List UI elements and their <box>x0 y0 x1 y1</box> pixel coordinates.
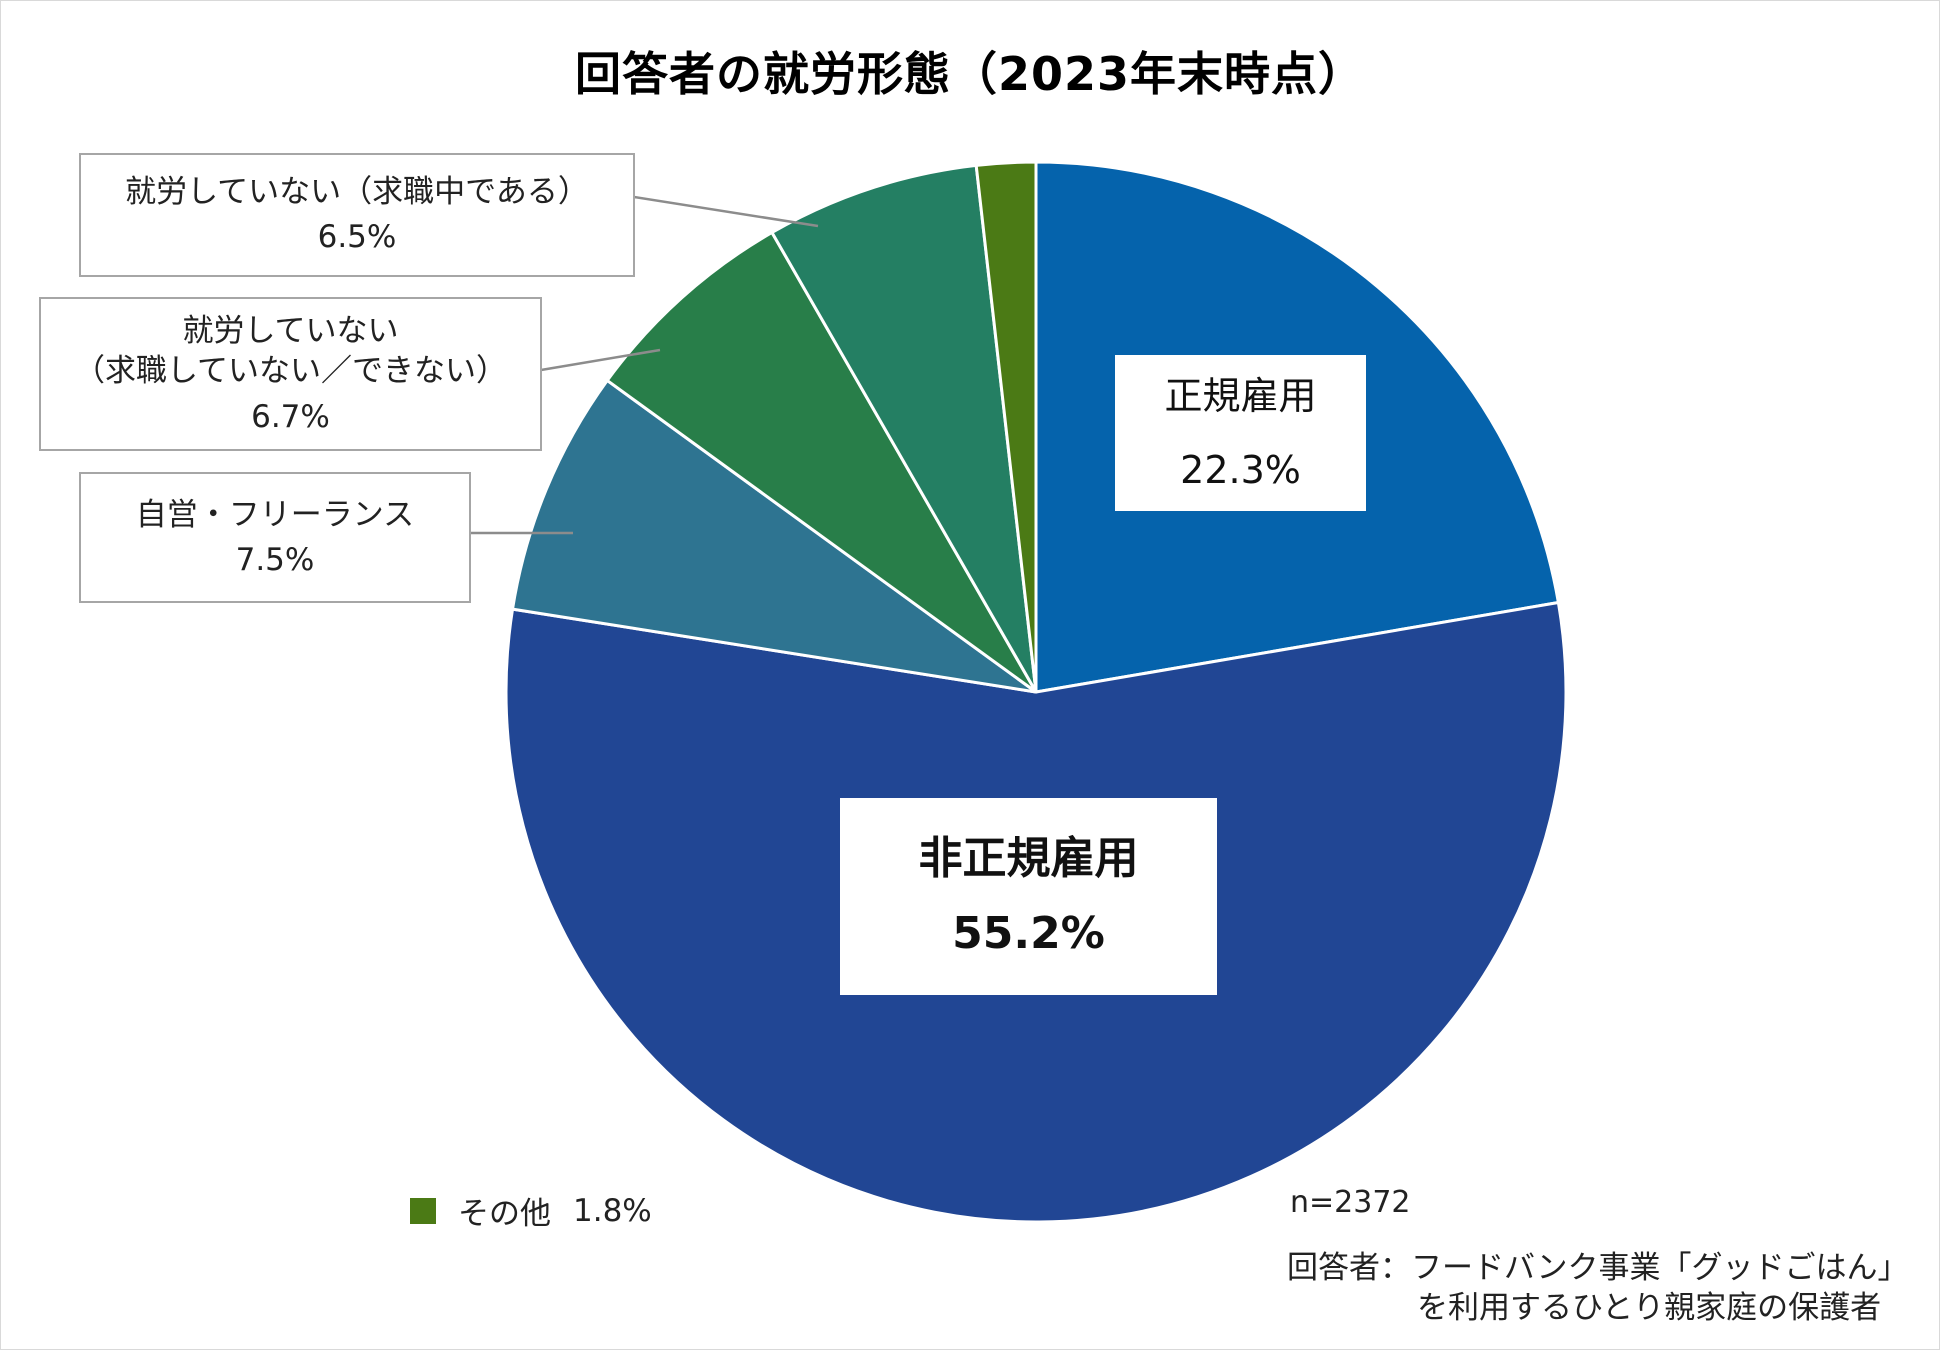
respondent-note: 回答者：フードバンク事業「グッドごはん」 を利用するひとり親家庭の保護者 <box>1287 1248 1909 1329</box>
label-not-seeking-line2: （求職していない／できない） <box>73 352 508 389</box>
leader-line-not-seeking <box>540 348 661 372</box>
respondent-line2: を利用するひとり親家庭の保護者 <box>1417 1290 1882 1327</box>
label-not-seeking-pct: 6.7% <box>251 399 330 436</box>
sample-size: n=2372 <box>1290 1185 1411 1220</box>
pie-slice <box>974 160 1038 694</box>
pie-slice <box>511 378 1038 694</box>
label-nonregular-employment: 非正規雇用 55.2% <box>840 798 1217 995</box>
pie-slice <box>770 163 1038 694</box>
label-nonregular-pct: 55.2% <box>952 907 1105 959</box>
label-regular-pct: 22.3% <box>1180 448 1301 492</box>
pie-slice <box>605 230 1038 694</box>
legend-swatch-icon <box>410 1197 436 1224</box>
label-seeking-pct: 6.5% <box>317 219 397 255</box>
legend-other-pct: 1.8% <box>573 1192 652 1229</box>
label-self-name: 自営・フリーランス <box>135 496 415 533</box>
leader-line-seeking <box>633 195 819 228</box>
label-regular-employment: 正規雇用 22.3% <box>1115 355 1366 511</box>
chart-title: 回答者の就労形態（2023年末時点） <box>574 47 1366 101</box>
label-seeking-work: 就労していない（求職中である） 6.5% <box>79 153 635 277</box>
legend-other: その他 1.8% <box>410 1188 652 1233</box>
respondent-line1: 回答者：フードバンク事業「グッドごはん」 <box>1287 1250 1909 1286</box>
legend-other-name: その他 <box>458 1196 551 1232</box>
label-regular-name: 正規雇用 <box>1164 373 1317 418</box>
label-self-pct: 7.5% <box>235 541 315 578</box>
label-not-seeking-work: 就労していない （求職していない／できない） 6.7% <box>39 297 542 451</box>
label-self-employed: 自営・フリーランス 7.5% <box>79 472 471 603</box>
label-seeking-name: 就労していない（求職中である） <box>125 174 589 211</box>
label-not-seeking-line1: 就労していない <box>182 312 399 349</box>
label-nonregular-name: 非正規雇用 <box>918 832 1139 884</box>
